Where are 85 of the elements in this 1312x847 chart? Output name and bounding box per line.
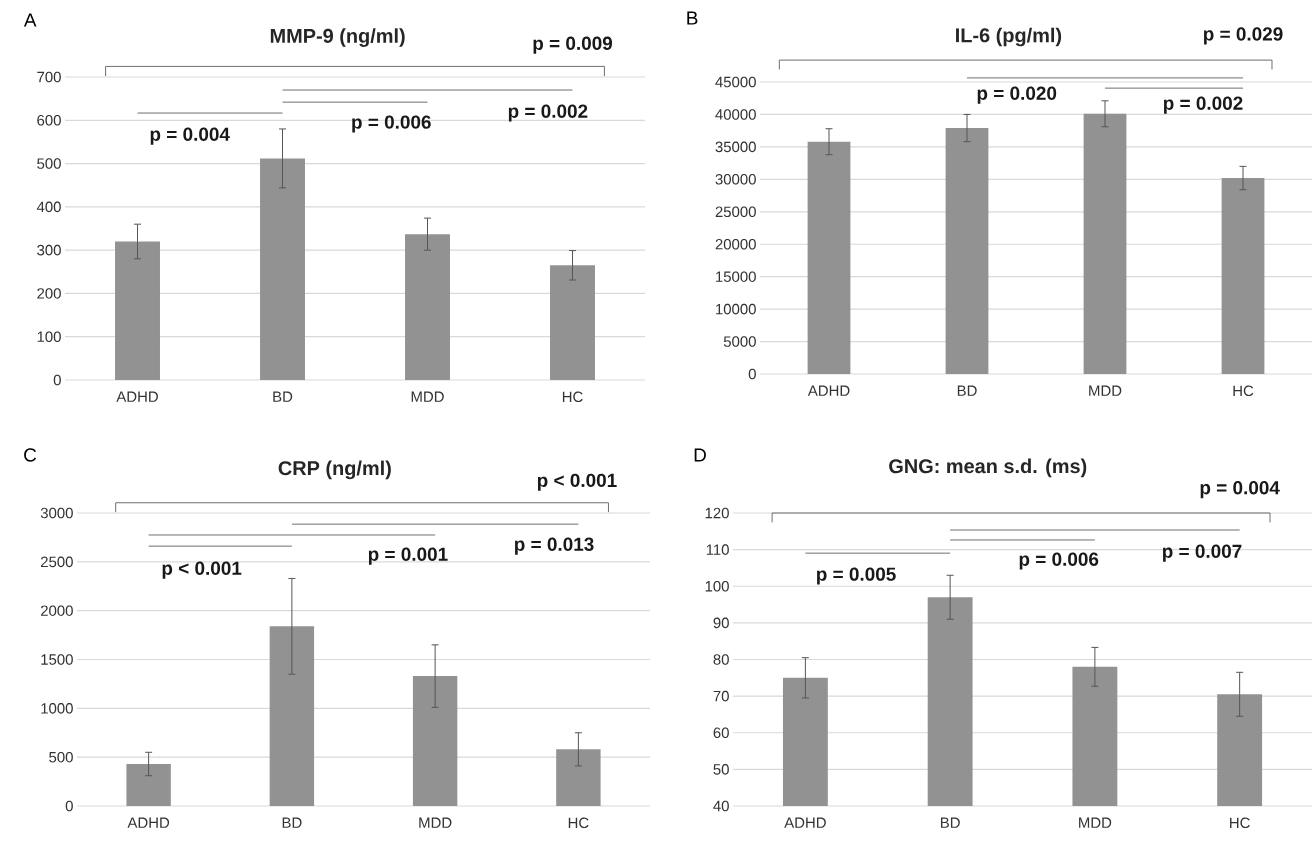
- chart-title: GNG: mean s.d. (ms): [889, 458, 1087, 478]
- x-tick-label: BD: [282, 817, 302, 828]
- y-tick-label: 90: [713, 617, 729, 629]
- annotation: p = 0.001: [368, 547, 448, 565]
- x-tick-label: MDD: [411, 391, 444, 402]
- y-tick-label: 50: [713, 764, 729, 775]
- x-tick-label: MDD: [419, 817, 452, 828]
- text: p = 0.009: [533, 36, 613, 54]
- chart-title: MMP-9 (ng/ml): [270, 28, 405, 47]
- y-tick-label: 120: [705, 507, 729, 519]
- x-tick-label: BD: [273, 391, 293, 402]
- y-tick-label: 0: [748, 368, 756, 380]
- y-tick-label: 15000: [716, 271, 756, 282]
- y-tick-label: 10000: [716, 303, 756, 315]
- y-tick-label: 30000: [715, 174, 756, 185]
- y-tick-label: 100: [37, 331, 61, 342]
- y-tick-label: 110: [706, 544, 729, 555]
- annotation: p = 0.006: [352, 115, 431, 133]
- annotation: p = 0.005: [817, 567, 896, 585]
- x-tick-label: ADHD: [127, 817, 170, 828]
- annotation: p = 0.002: [1163, 96, 1243, 114]
- text: p = 0.004: [1200, 480, 1280, 499]
- y-tick-label: 35000: [715, 141, 756, 153]
- annotation: p < 0.001: [162, 561, 242, 579]
- x-tick-label: MDD: [1089, 385, 1122, 396]
- y-tick-label: 0: [65, 800, 73, 812]
- y-tick-label: 0: [53, 374, 61, 386]
- y-tick-label: 60: [713, 727, 729, 739]
- bar: [1083, 113, 1127, 374]
- x-tick-label: ADHD: [807, 385, 850, 396]
- y-tick-label: 200: [37, 288, 61, 299]
- x-tick-label: HC: [568, 817, 589, 829]
- annotation: p = 0.006: [1019, 552, 1099, 570]
- y-tick-label: 80: [713, 654, 729, 665]
- y-tick-label: 500: [37, 158, 61, 169]
- text: D: [694, 448, 706, 462]
- y-tick-label: 1500: [41, 654, 73, 665]
- y-tick-label: 500: [49, 751, 73, 763]
- x-tick-label: HC: [1233, 385, 1254, 397]
- y-tick-label: 70: [713, 690, 729, 702]
- y-tick-label: 40: [713, 800, 729, 812]
- x-tick-label: HC: [1230, 817, 1250, 829]
- bar: [550, 265, 595, 380]
- bar: [405, 234, 450, 380]
- x-tick-label: BD: [940, 817, 960, 828]
- y-tick-label: 3000: [40, 507, 73, 519]
- y-tick-label: 100: [705, 580, 729, 592]
- y-tick-label: 25000: [715, 206, 756, 218]
- annotation: p = 0.004: [150, 127, 230, 145]
- text: p < 0.001: [537, 473, 617, 491]
- annotation: p = 0.002: [508, 104, 588, 122]
- y-tick-label: 20000: [715, 238, 756, 250]
- y-tick-label: 5000: [723, 336, 756, 347]
- bar: [126, 764, 171, 807]
- annotation: p = 0.007: [1163, 544, 1242, 562]
- y-tick-label: 1000: [41, 703, 73, 714]
- bar: [807, 141, 851, 374]
- text: B: [687, 11, 698, 25]
- x-tick-label: BD: [957, 385, 977, 396]
- text: C: [24, 448, 37, 462]
- x-tick-label: MDD: [1079, 817, 1112, 828]
- annotation: p = 0.020: [977, 86, 1057, 104]
- x-tick-label: HC: [562, 391, 583, 403]
- x-tick-label: ADHD: [116, 391, 158, 402]
- text: p = 0.029: [1204, 27, 1283, 45]
- y-tick-label: 600: [37, 114, 61, 126]
- bar: [412, 676, 458, 807]
- bar: [269, 626, 315, 807]
- y-tick-label: 45000: [715, 76, 756, 88]
- chart-title: CRP (ng/ml): [278, 460, 391, 480]
- y-tick-label: 2000: [40, 605, 73, 616]
- y-tick-label: 40000: [715, 109, 756, 120]
- y-tick-label: 300: [37, 244, 61, 256]
- bar: [945, 128, 989, 374]
- bar: [260, 158, 305, 380]
- y-tick-label: 700: [37, 71, 61, 83]
- y-tick-label: 400: [36, 201, 61, 213]
- bar: [1221, 178, 1265, 374]
- bar: [556, 749, 601, 807]
- annotation: p = 0.013: [515, 537, 594, 555]
- chart-title: IL-6 (pg/ml): [956, 27, 1062, 47]
- x-tick-label: ADHD: [784, 817, 826, 828]
- text: A: [23, 13, 37, 27]
- y-tick-label: 2500: [40, 556, 73, 568]
- bar: [115, 241, 160, 380]
